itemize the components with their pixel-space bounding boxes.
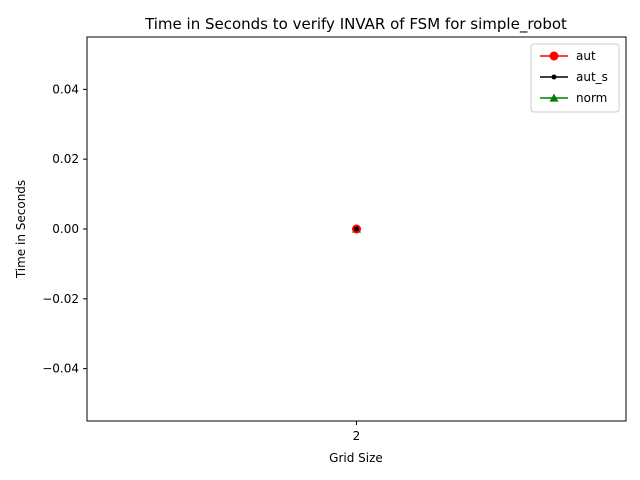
legend-marker-aut-s — [551, 74, 557, 80]
y-tick-label: 0.00 — [52, 222, 79, 236]
data-point-aut-s — [354, 226, 359, 232]
legend-marker-norm — [549, 93, 559, 102]
y-axis: −0.04 −0.02 0.00 0.02 0.04 — [42, 82, 87, 376]
legend-box — [530, 43, 620, 113]
legend-label-norm: norm — [576, 91, 607, 105]
legend-marker-aut — [549, 51, 559, 61]
chart-title: Time in Seconds to verify INVAR of FSM f… — [144, 15, 567, 34]
y-tick-label: −0.02 — [42, 292, 79, 306]
y-tick-label: 0.02 — [52, 152, 79, 166]
y-axis-label: Time in Seconds — [14, 180, 28, 279]
x-tick-label: 2 — [353, 429, 361, 443]
series-marks — [352, 224, 361, 234]
y-tick-label: −0.04 — [42, 362, 79, 376]
y-tick-label: 0.04 — [52, 82, 79, 96]
x-axis: 2 — [353, 421, 361, 443]
x-axis-label: Grid Size — [329, 451, 383, 465]
legend-label-aut-s: aut_s — [576, 70, 608, 84]
legend-label-aut: aut — [576, 49, 596, 63]
